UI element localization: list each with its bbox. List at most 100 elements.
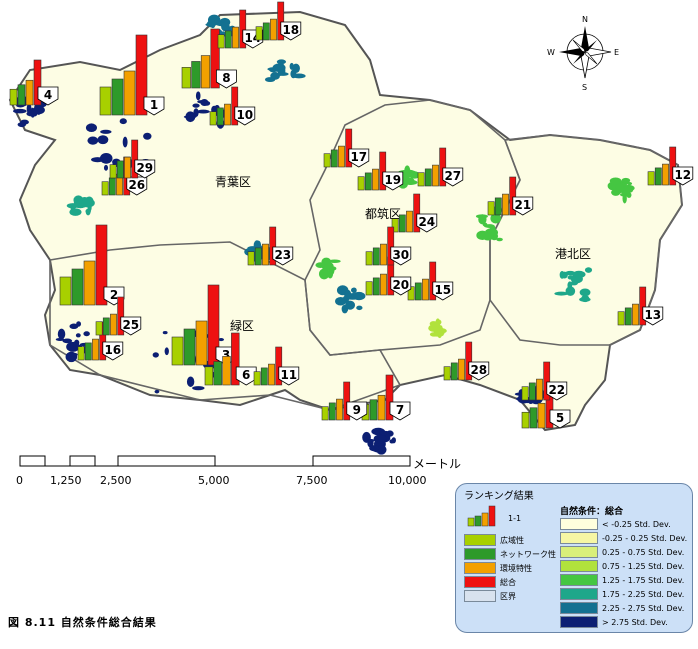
rank-bar xyxy=(224,30,232,49)
rank-badge-shape xyxy=(102,341,124,361)
natural-patch xyxy=(143,132,152,140)
natural-patch xyxy=(119,118,127,125)
rank-bar xyxy=(102,317,110,336)
natural-patch xyxy=(579,288,591,297)
scale-tick-4: 7,500 xyxy=(296,474,328,487)
rank-bar xyxy=(191,61,201,89)
rank-badge-shape xyxy=(549,409,571,429)
natural-patch xyxy=(99,152,113,164)
rank-badge-label: 2 xyxy=(110,288,118,302)
rank-bar xyxy=(372,247,380,266)
rank-badge-label: 25 xyxy=(122,318,139,332)
natural-patch xyxy=(437,330,443,339)
natural-patch xyxy=(276,59,287,65)
rank-bar xyxy=(669,146,677,186)
rank-badge-label: 22 xyxy=(548,383,565,397)
rank-badge-label: 21 xyxy=(514,198,531,212)
legend-class-title: 自然条件：総合 xyxy=(560,507,624,517)
rank-bar xyxy=(494,197,502,216)
rank-bar xyxy=(255,26,263,41)
natural-patch xyxy=(609,177,622,185)
natural-patch xyxy=(554,291,569,296)
rank-glyph-25: 25 xyxy=(95,296,142,336)
rank-bar xyxy=(92,338,99,361)
rank-bar xyxy=(536,378,543,401)
rank-bar xyxy=(632,303,639,326)
rank-bar xyxy=(277,1,285,41)
figure-caption: 図 8.11 自然条件総合結果 xyxy=(8,616,157,629)
natural-patch xyxy=(626,192,632,198)
rank-bar xyxy=(662,163,669,186)
rank-bar xyxy=(95,224,108,306)
natural-patch xyxy=(272,63,286,72)
rank-badge-shape xyxy=(278,366,300,386)
rank-badge-label: 17 xyxy=(350,150,367,164)
rank-bar xyxy=(357,176,365,191)
rank-bar xyxy=(117,296,125,336)
rank-badge-shape xyxy=(235,366,257,386)
natural-patch xyxy=(484,224,495,228)
rank-badge-shape xyxy=(442,167,464,187)
natural-patch xyxy=(162,331,168,335)
rank-bar xyxy=(422,278,429,301)
compass-s: S xyxy=(582,83,587,92)
natural-patch xyxy=(344,289,352,301)
natural-patch xyxy=(369,445,380,452)
rank-bar xyxy=(429,261,437,301)
natural-patch xyxy=(335,297,347,306)
legend-class-1: -0.25 - 0.25 Std. Dev. xyxy=(560,532,687,544)
natural-patch xyxy=(567,281,573,290)
natural-patch xyxy=(315,262,326,269)
rank-bar xyxy=(200,55,211,89)
rank-glyph-30: 30 xyxy=(365,226,412,266)
natural-patch xyxy=(622,193,627,204)
natural-patch xyxy=(476,230,489,241)
natural-patch xyxy=(559,270,565,279)
rank-badge-shape xyxy=(416,213,438,233)
rank-bar xyxy=(543,361,551,401)
rank-bar xyxy=(135,34,148,116)
rank-bar xyxy=(372,168,379,191)
rank-badge-shape xyxy=(134,159,156,179)
scale-tick-5: 10,000 xyxy=(388,474,427,487)
rank-badge-shape xyxy=(390,276,412,296)
rank-bar xyxy=(330,149,338,168)
rank-bar xyxy=(254,247,262,266)
natural-patch xyxy=(327,269,334,279)
rank-bar xyxy=(406,210,413,233)
natural-patch xyxy=(57,328,66,340)
natural-patch xyxy=(69,323,79,329)
rank-bar xyxy=(99,86,112,116)
natural-patch xyxy=(91,157,104,163)
natural-patch xyxy=(318,268,330,280)
rank-bar xyxy=(239,9,247,49)
rank-bar xyxy=(25,79,34,106)
rank-bar xyxy=(364,172,372,191)
rank-bar xyxy=(521,411,530,429)
rank-bar xyxy=(450,362,458,381)
rank-bar xyxy=(377,394,386,421)
natural-patch xyxy=(192,103,200,108)
natural-patch xyxy=(66,341,80,352)
rank-glyph-28: 28 xyxy=(443,341,490,381)
rank-bar xyxy=(617,311,625,326)
rank-bar xyxy=(443,366,451,381)
rank-badge-label: 23 xyxy=(274,248,291,262)
rank-glyph-10: 10 xyxy=(209,86,256,126)
rank-badge-label: 28 xyxy=(470,363,487,377)
natural-patch xyxy=(356,305,363,311)
rank-glyph-20: 20 xyxy=(365,256,412,296)
rank-bar xyxy=(528,382,536,401)
rank-badge-label: 15 xyxy=(434,283,451,297)
scale-tick-3: 5,000 xyxy=(198,474,230,487)
rank-bar xyxy=(216,107,224,126)
rank-bar xyxy=(269,226,277,266)
natural-patch xyxy=(343,308,348,312)
rank-badge-label: 30 xyxy=(392,248,409,262)
rank-glyph-17: 17 xyxy=(323,128,370,168)
rank-glyph-5: 5 xyxy=(521,382,571,429)
legend-icon-label: 1-1 xyxy=(508,514,522,523)
rank-glyph-3: 3 xyxy=(171,284,237,366)
legend-class-5: 1.75 - 2.25 Std. Dev. xyxy=(560,588,684,600)
